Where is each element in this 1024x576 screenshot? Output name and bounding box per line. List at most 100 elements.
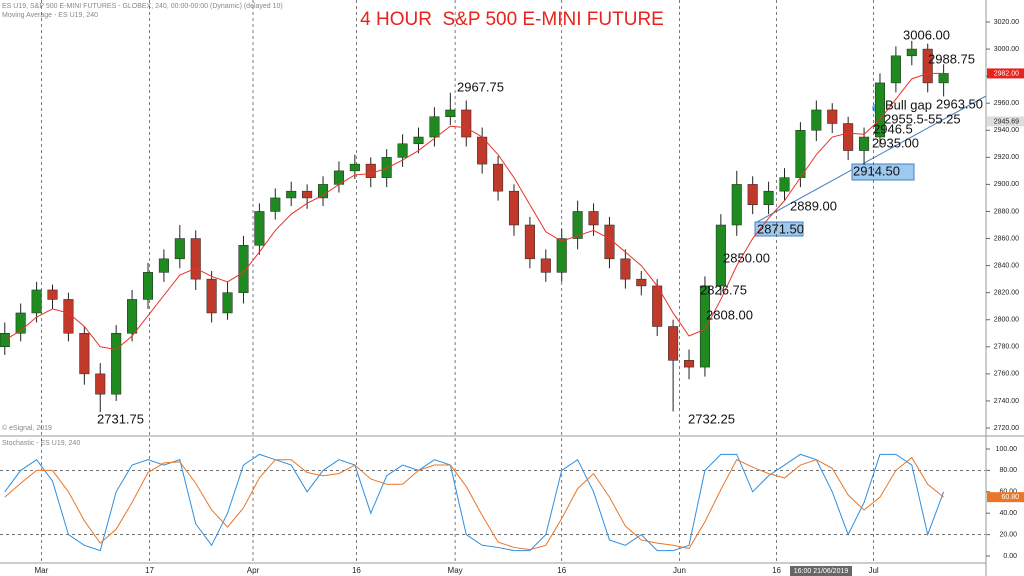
annotation: 2946.5	[873, 121, 913, 136]
x-tick-label: Jul	[868, 566, 878, 575]
trend-line	[756, 95, 987, 223]
x-tick-label: May	[448, 566, 463, 575]
candle-body	[938, 73, 949, 84]
stoch-tag-bg	[987, 492, 1024, 503]
annotation: 2988.75	[928, 51, 975, 66]
y-tick-label: 2760.00	[994, 371, 1019, 378]
y-tick-label: 2900.00	[994, 181, 1019, 188]
annotation: 2850.00	[723, 250, 770, 265]
y-tick-label: 2820.00	[994, 290, 1019, 297]
annotation: 3006.00	[903, 27, 950, 42]
highlight-box	[754, 221, 804, 237]
candle-body	[111, 333, 122, 395]
last-price-tag-bg	[987, 68, 1024, 79]
moving-average	[4, 72, 944, 351]
candle-body	[190, 238, 201, 280]
candle-body	[731, 184, 742, 226]
y-tick-label: 2920.00	[994, 154, 1019, 161]
ma-tag: 2945.69	[994, 118, 1019, 125]
annotation: 2914.50	[853, 163, 900, 178]
candle-body	[127, 299, 138, 334]
annotation: 2967.75	[457, 79, 504, 94]
y-tick-label: 2720.00	[994, 425, 1019, 432]
candle-body	[365, 163, 376, 178]
candle-body	[493, 163, 504, 192]
ma-label: Moving Average - ES U19, 240	[2, 12, 98, 19]
candle-body	[63, 299, 74, 334]
candle-body	[47, 289, 58, 300]
candle-body	[413, 136, 424, 145]
y-tick-label: 2740.00	[994, 398, 1019, 405]
candle-body	[763, 190, 774, 205]
candle-body	[668, 326, 679, 361]
x-tick-label: 17	[145, 566, 154, 575]
y-tick-label: 2840.00	[994, 262, 1019, 269]
y-tick-label: 2880.00	[994, 208, 1019, 215]
y-tick-label: 2800.00	[994, 317, 1019, 324]
stoch-tag: 60.80	[1001, 494, 1019, 501]
candle-body	[222, 292, 233, 314]
candle-body	[556, 238, 567, 273]
candle-body	[620, 258, 631, 280]
y-tick-label: 3000.00	[994, 46, 1019, 53]
candle-body	[795, 130, 806, 178]
header: ES U19, S&P 500 E-MINI FUTURES - GLOBEX,…	[2, 3, 283, 10]
y2-tick-label: 60.00	[999, 489, 1017, 496]
candle-body	[683, 360, 695, 368]
candle-body	[429, 116, 440, 138]
candle-body	[397, 143, 408, 158]
y2-tick-label: 0.00	[1003, 553, 1017, 560]
candle-body	[604, 224, 615, 260]
candle-body	[906, 48, 917, 57]
y2-tick-label: 80.00	[999, 467, 1017, 474]
candle-body	[588, 211, 599, 226]
candle-body	[540, 258, 551, 273]
candle-body	[79, 333, 90, 375]
x-tick-label: 16	[557, 566, 566, 575]
candle-body	[715, 224, 726, 287]
candle-body	[779, 177, 790, 192]
y-tick-label: 2960.00	[994, 100, 1019, 107]
x-tick-label: Apr	[247, 566, 260, 575]
candle-body	[286, 190, 297, 199]
candle-body	[15, 312, 26, 334]
candle-body	[206, 278, 217, 314]
stochastic-line	[4, 456, 944, 551]
candle-body	[827, 109, 838, 124]
candle-body	[811, 109, 822, 131]
annotation: 2889.00	[790, 198, 837, 213]
candle-body	[524, 224, 535, 260]
chart-title: 4 HOUR S&P 500 E-MINI FUTURE	[360, 9, 664, 30]
candle-body	[254, 211, 265, 246]
x-tick-label: 16	[772, 566, 781, 575]
candle-body	[461, 109, 472, 138]
annotation: 2808.00	[706, 307, 753, 322]
candle-body	[922, 48, 933, 84]
y2-tick-label: 100.00	[996, 446, 1018, 453]
annotation: Bull gap	[885, 97, 932, 112]
candle-body	[270, 197, 281, 212]
y-tick-label: 3020.00	[994, 19, 1019, 26]
stoch-label: Stochastic - ES U19, 240	[2, 440, 80, 447]
candle-body	[302, 190, 313, 199]
ma-tag-bg	[987, 116, 1024, 127]
highlight-box	[851, 163, 915, 181]
annotation: 2732.25	[688, 411, 735, 426]
crosshair-label: 16:00 21/06/2019	[794, 568, 849, 575]
crosshair-tag	[790, 566, 852, 576]
candle-body	[174, 238, 185, 260]
candle-body	[318, 184, 329, 199]
candle-body	[349, 163, 360, 172]
candle-body	[31, 289, 42, 314]
candle-body	[158, 258, 169, 273]
x-tick-label: 16	[352, 566, 361, 575]
candle-body	[572, 211, 583, 239]
y-tick-label: 2860.00	[994, 235, 1019, 242]
candle-body	[381, 157, 392, 178]
annotation: 2955.5-55.25	[884, 111, 961, 126]
y2-tick-label: 40.00	[999, 510, 1017, 517]
candle-body	[508, 190, 520, 226]
candle-body	[142, 272, 154, 300]
candle-body	[874, 82, 885, 138]
